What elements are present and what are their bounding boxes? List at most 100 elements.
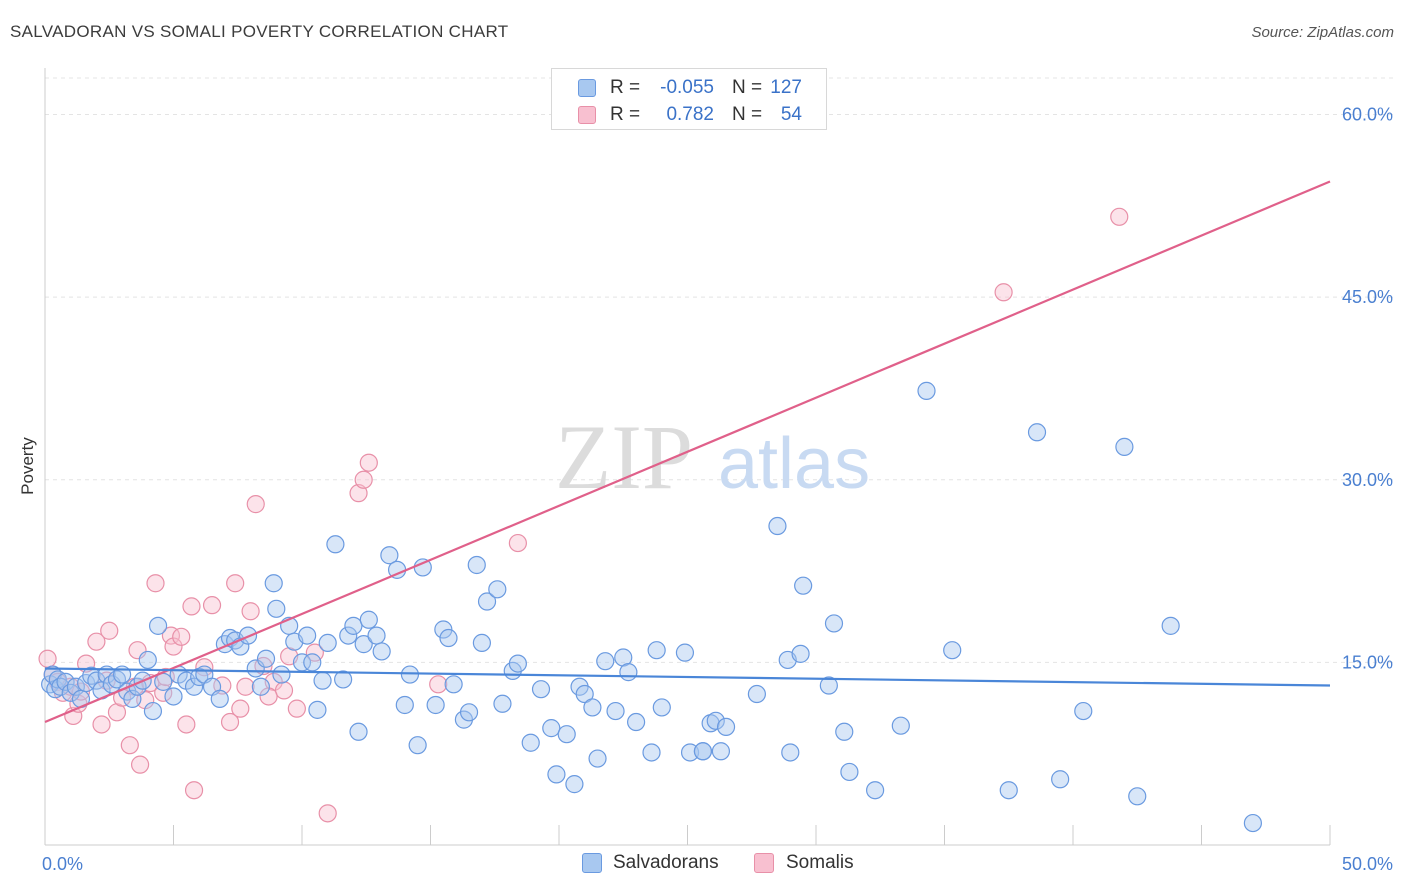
somalis-points bbox=[38, 207, 1129, 823]
salvadoran-point bbox=[56, 672, 75, 691]
salvadoran-point bbox=[768, 516, 787, 536]
salvadoran-point bbox=[164, 687, 183, 706]
salvadoran-point bbox=[675, 643, 695, 662]
somali-point bbox=[100, 621, 119, 640]
salvadoran-point bbox=[583, 698, 602, 717]
salvadoran-point bbox=[824, 614, 844, 633]
legend-row-salvadorans: R = -0.055 N = 127 bbox=[552, 75, 826, 101]
somali-point bbox=[1110, 207, 1129, 226]
salvadoran-point bbox=[508, 654, 527, 673]
tick-labels: 15.0% 30.0% 45.0% 60.0% 0.0% 50.0% bbox=[42, 105, 1393, 874]
watermark-atlas: atlas bbox=[718, 424, 870, 504]
salvadoran-point bbox=[794, 576, 813, 595]
salvadorans-trend-line bbox=[44, 667, 1331, 687]
salvadoran-point bbox=[308, 700, 327, 719]
legend-r-label: R = bbox=[610, 104, 641, 125]
salvadoran-point bbox=[426, 695, 445, 715]
somali-point bbox=[429, 675, 448, 694]
legend-row-somalis: R = 0.782 N = 54 bbox=[552, 102, 826, 128]
y-tick-label: 15.0% bbox=[1342, 652, 1393, 672]
salvadoran-point bbox=[334, 670, 353, 689]
somali-point bbox=[220, 712, 240, 732]
salvadoran-point bbox=[439, 628, 458, 648]
y-axis-label: Poverty bbox=[18, 437, 37, 495]
somali-point bbox=[994, 283, 1013, 302]
salvadoran-point bbox=[891, 716, 910, 735]
somali-point bbox=[92, 715, 111, 734]
salvadoran-point bbox=[459, 703, 479, 722]
somali-point bbox=[241, 602, 260, 621]
salvadoran-point bbox=[380, 546, 399, 565]
salvadoran-point bbox=[444, 675, 463, 694]
salvadoran-point bbox=[943, 641, 962, 660]
salvadoran-point bbox=[148, 616, 168, 635]
salvadoran-point bbox=[557, 725, 576, 744]
salvadoran-point bbox=[542, 719, 561, 738]
salvadoran-point bbox=[256, 649, 276, 668]
somalis-swatch bbox=[578, 106, 596, 124]
salvadoran-point bbox=[917, 381, 936, 400]
salvadoran-point bbox=[51, 677, 70, 696]
salvadoran-point bbox=[472, 633, 491, 653]
somalis-trend-line bbox=[44, 180, 1331, 724]
salvadoran-point bbox=[693, 742, 713, 761]
watermark-zip: ZIP bbox=[555, 406, 693, 508]
salvadoran-point bbox=[267, 599, 286, 618]
salvadoran-point bbox=[359, 610, 378, 629]
salvadoran-point bbox=[434, 620, 453, 639]
salvadoran-point bbox=[107, 670, 127, 689]
legend-r-value: -0.055 bbox=[660, 77, 714, 98]
chart-title: SALVADORAN VS SOMALI POVERTY CORRELATION… bbox=[10, 22, 509, 41]
salvadoran-point bbox=[210, 689, 229, 709]
source-label: Source: ZipAtlas.com bbox=[1251, 24, 1394, 41]
somalis-legend-swatch bbox=[754, 853, 774, 873]
salvadoran-point bbox=[619, 663, 638, 682]
salvadoran-point bbox=[819, 676, 838, 695]
y-tick-label: 45.0% bbox=[1342, 287, 1393, 307]
salvadorans-points bbox=[41, 381, 1263, 833]
salvadoran-point bbox=[251, 677, 270, 696]
salvadoran-point bbox=[835, 722, 854, 741]
somali-point bbox=[259, 687, 278, 706]
x-tick-label: 0.0% bbox=[42, 854, 83, 874]
salvadoran-point bbox=[272, 665, 291, 684]
somali-point bbox=[38, 649, 57, 668]
salvadoran-point bbox=[339, 626, 358, 645]
salvadoran-point bbox=[477, 592, 497, 611]
salvadoran-point bbox=[184, 677, 204, 696]
salvadoran-point bbox=[138, 650, 157, 670]
salvadoran-point bbox=[326, 535, 345, 554]
somali-point bbox=[287, 699, 306, 718]
grid-lines bbox=[45, 77, 1393, 663]
somali-point bbox=[226, 574, 245, 593]
salvadoran-point bbox=[1128, 787, 1147, 806]
y-tick-label: 60.0% bbox=[1342, 105, 1393, 125]
salvadoran-point bbox=[395, 695, 414, 715]
salvadoran-point bbox=[999, 781, 1018, 800]
salvadoran-point bbox=[606, 701, 625, 721]
salvadoran-point bbox=[531, 680, 551, 699]
somali-point bbox=[87, 632, 106, 651]
salvadoran-point bbox=[493, 694, 512, 713]
salvadoran-point bbox=[143, 701, 163, 721]
somali-point bbox=[349, 484, 368, 503]
salvadorans-legend-label: Salvadorans bbox=[613, 852, 719, 873]
somali-point bbox=[318, 804, 337, 823]
somali-point bbox=[508, 533, 527, 553]
legend-n-value: 54 bbox=[780, 104, 802, 125]
trend-lines bbox=[44, 180, 1331, 724]
y-tick-label: 30.0% bbox=[1342, 470, 1393, 490]
salvadoran-point bbox=[1074, 701, 1093, 721]
salvadoran-point bbox=[408, 736, 427, 755]
salvadoran-point bbox=[866, 781, 885, 800]
salvadoran-point bbox=[596, 652, 615, 671]
salvadorans-legend-swatch bbox=[582, 853, 602, 873]
somali-point bbox=[130, 755, 150, 774]
salvadorans-swatch bbox=[578, 79, 596, 97]
salvadoran-point bbox=[354, 635, 373, 654]
salvadoran-point bbox=[344, 616, 363, 635]
legend-n-label: N = bbox=[732, 77, 763, 98]
somali-point bbox=[246, 495, 265, 514]
watermark: ZIP atlas bbox=[555, 406, 870, 508]
